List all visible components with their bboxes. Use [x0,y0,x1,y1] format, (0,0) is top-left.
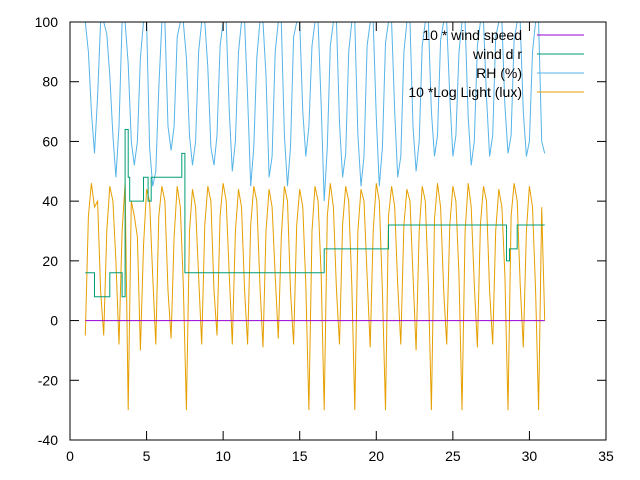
y-tick-label: 0 [50,313,58,329]
x-tick-label: 20 [368,448,384,464]
x-tick-label: 25 [445,448,461,464]
x-tick-label: 15 [292,448,308,464]
y-tick-label: 80 [42,74,58,90]
series-line-2 [84,22,546,202]
x-tick-label: 5 [143,448,151,464]
legend-label: 10 *Log Light (lux) [408,84,522,100]
y-tick-label: -40 [38,432,58,448]
series-line-3 [84,183,546,411]
axes-layer: 0 5 10 15 20 25 30 35 -40 -20 0 20 40 60 80 100 [35,14,614,464]
x-tick-label: 10 [215,448,231,464]
plot-frame [69,21,607,441]
legend-label: RH (%) [476,65,522,81]
series-layer [84,22,546,411]
x-tick-label: 0 [66,448,74,464]
y-tick-label: 100 [35,14,59,30]
y-tick-label: -20 [38,372,58,388]
y-tick-label: 40 [42,193,58,209]
legend-label: 10 * wind speed [422,27,522,43]
x-tick-label: 30 [522,448,538,464]
y-tick-label: 20 [42,253,58,269]
legend-label: wind d r [472,46,522,62]
x-tick-label: 35 [598,448,614,464]
series-line-1 [85,129,545,298]
y-tick-label: 60 [42,133,58,149]
legend: 10 * wind speed wind d r RH (%) 10 *Log Lig… [408,27,584,100]
